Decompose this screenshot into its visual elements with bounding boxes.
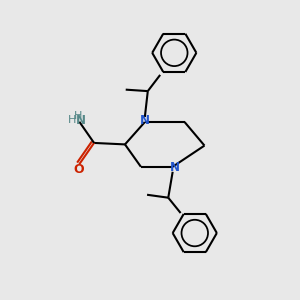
Text: H: H bbox=[68, 115, 76, 125]
Text: H: H bbox=[74, 110, 82, 121]
Text: N: N bbox=[169, 161, 179, 175]
Text: O: O bbox=[74, 163, 84, 176]
Text: N: N bbox=[140, 114, 150, 127]
Text: N: N bbox=[76, 114, 86, 127]
